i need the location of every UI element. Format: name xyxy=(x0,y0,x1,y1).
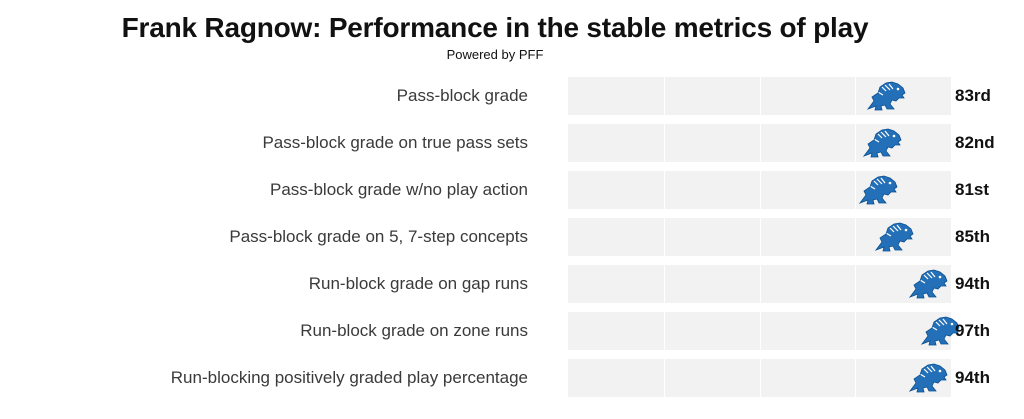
gridline xyxy=(855,312,856,350)
metric-label: Run-block grade on zone runs xyxy=(300,321,528,340)
metric-row: Pass-block grade on true pass sets 82nd xyxy=(0,124,1024,162)
gridline xyxy=(855,359,856,397)
metric-row: Run-block grade on gap runs 94th xyxy=(0,265,1024,303)
percentile-rank-label: 81st xyxy=(955,180,990,199)
gridline xyxy=(855,218,856,256)
gridline xyxy=(760,124,761,162)
metric-label: Pass-block grade w/no play action xyxy=(270,180,528,199)
gridline xyxy=(760,359,761,397)
lion-marker-icon xyxy=(904,361,952,395)
metric-row: Pass-block grade 83rd xyxy=(0,77,1024,115)
percentile-rank-label: 83rd xyxy=(955,86,991,105)
gridline xyxy=(855,124,856,162)
percentile-rank-label: 85th xyxy=(955,227,990,246)
metric-label: Pass-block grade xyxy=(396,86,528,105)
percentile-rank-label: 82nd xyxy=(955,133,995,152)
lion-marker-icon xyxy=(862,79,910,113)
gridline xyxy=(760,265,761,303)
percentile-track xyxy=(568,359,951,397)
metric-row: Pass-block grade w/no play action 81st xyxy=(0,171,1024,209)
percentile-rank-label: 97th xyxy=(955,321,990,340)
gridline xyxy=(664,312,665,350)
gridline xyxy=(760,77,761,115)
gridline xyxy=(664,218,665,256)
gridline xyxy=(855,171,856,209)
metric-row: Pass-block grade on 5, 7-step concepts 85… xyxy=(0,218,1024,256)
gridline xyxy=(664,171,665,209)
chart-title: Frank Ragnow: Performance in the stable … xyxy=(121,12,869,43)
metric-row: Run-blocking positively graded play perc… xyxy=(0,359,1024,397)
percentile-rank-label: 94th xyxy=(955,368,990,387)
gridline xyxy=(664,359,665,397)
gridline xyxy=(664,77,665,115)
percentile-rank-label: 94th xyxy=(955,274,990,293)
lion-marker-icon xyxy=(916,314,964,348)
gridline xyxy=(855,77,856,115)
gridline xyxy=(855,265,856,303)
chart-subtitle: Powered by PFF xyxy=(446,47,544,62)
gridline xyxy=(760,312,761,350)
lion-marker-icon xyxy=(854,173,902,207)
lion-marker-icon xyxy=(904,267,952,301)
metric-row: Run-block grade on zone runs 97th xyxy=(0,312,1024,350)
gridline xyxy=(664,124,665,162)
percentile-track xyxy=(568,265,951,303)
gridline xyxy=(760,218,761,256)
gridline xyxy=(760,171,761,209)
metric-label: Pass-block grade on true pass sets xyxy=(262,133,528,152)
metric-label: Run-block grade on gap runs xyxy=(308,274,528,293)
lion-marker-icon xyxy=(858,126,906,160)
lion-marker-icon xyxy=(870,220,918,254)
metric-label: Run-blocking positively graded play perc… xyxy=(170,368,528,387)
gridline xyxy=(664,265,665,303)
metric-label: Pass-block grade on 5, 7-step concepts xyxy=(229,227,528,246)
percentile-track xyxy=(568,312,951,350)
